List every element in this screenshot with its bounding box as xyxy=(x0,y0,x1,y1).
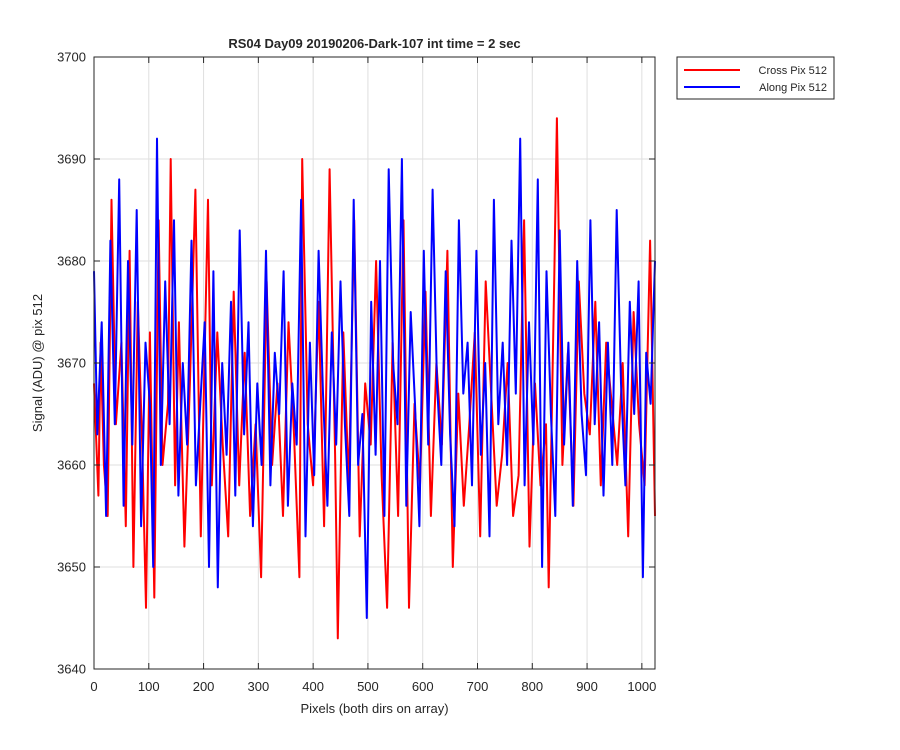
y-tick-label: 3640 xyxy=(57,662,86,677)
axis-ticks: 0 100 200 300 400 500 600 700 800 900 1000 3640 3650… xyxy=(57,50,656,695)
legend-box xyxy=(676,56,835,100)
x-tick-label: 500 xyxy=(357,679,379,694)
legend-label-cross-pix-512: Cross Pix 512 xyxy=(759,65,827,77)
series-line-along-pix-512 xyxy=(93,137,656,619)
series-group xyxy=(93,117,656,640)
x-tick-label: 900 xyxy=(576,679,598,694)
y-tick-label: 3650 xyxy=(57,560,86,575)
y-tick-label: 3660 xyxy=(57,458,86,473)
y-tick-label: 3670 xyxy=(57,356,86,371)
x-tick-label: 100 xyxy=(138,679,160,694)
x-tick-label: 700 xyxy=(467,679,489,694)
x-tick-label: 0 xyxy=(90,679,97,694)
chart-title: RS04 Day09 20190206-Dark-107 int time = … xyxy=(228,36,520,51)
grid-lines xyxy=(94,57,655,669)
x-tick-label: 600 xyxy=(412,679,434,694)
x-axis-label: Pixels (both dirs on array) xyxy=(300,701,448,716)
x-tick-label: 200 xyxy=(193,679,215,694)
legend-label-along-pix-512: Along Pix 512 xyxy=(759,82,827,94)
y-axis-label: Signal (ADU) @ pix 512 xyxy=(30,294,45,432)
legend: Cross Pix 512 Along Pix 512 xyxy=(676,56,835,100)
x-tick-label: 1000 xyxy=(627,679,656,694)
y-tick-label: 3690 xyxy=(57,152,86,167)
x-tick-label: 400 xyxy=(302,679,324,694)
y-tick-label: 3680 xyxy=(57,254,86,269)
x-tick-label: 800 xyxy=(521,679,543,694)
y-tick-label: 3700 xyxy=(57,50,86,65)
x-tick-label: 300 xyxy=(248,679,270,694)
